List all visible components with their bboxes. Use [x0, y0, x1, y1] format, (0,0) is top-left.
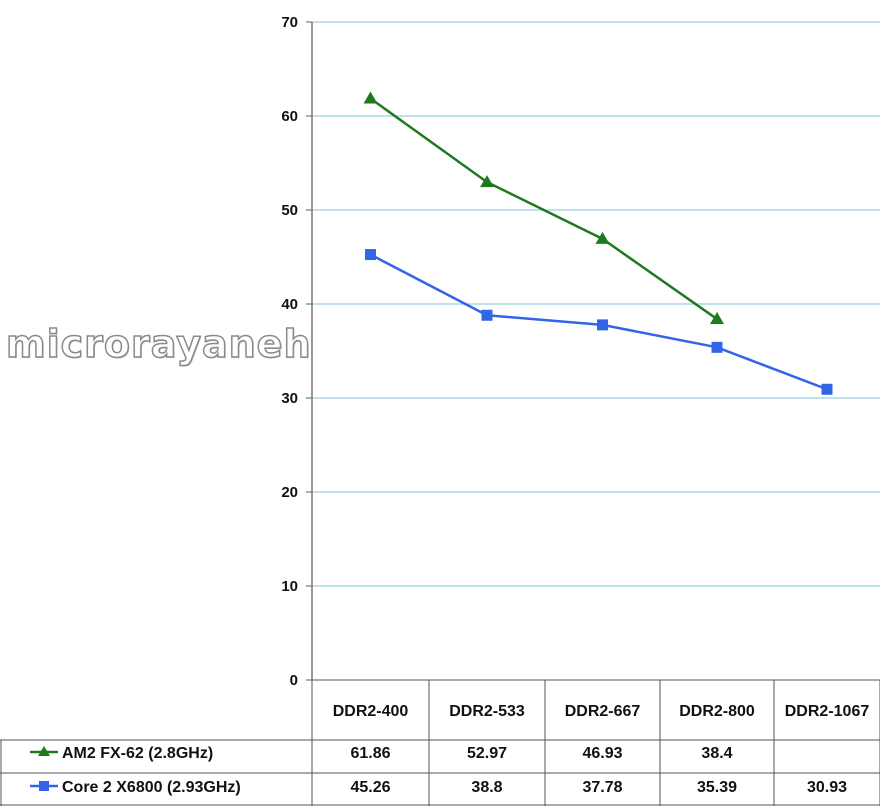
legend-label: AM2 FX-62 (2.8GHz)	[62, 745, 213, 762]
legend-marker	[38, 746, 50, 756]
data-point	[710, 312, 724, 325]
series-0	[363, 91, 724, 325]
y-tick-label: 40	[281, 296, 298, 313]
y-tick-label: 30	[281, 390, 298, 407]
table-cell: 46.93	[582, 745, 622, 762]
category-label: DDR2-400	[333, 703, 409, 720]
data-table: DDR2-400 DDR2-533 DDR2-667 DDR2-800 DDR2-106…	[0, 679, 880, 806]
series-line	[369, 97, 718, 321]
series-1	[365, 249, 833, 395]
y-tick-label: 0	[290, 672, 298, 689]
data-point	[821, 383, 833, 395]
watermark: microrayaneh	[5, 321, 312, 367]
legend-marker	[39, 781, 49, 791]
data-point	[365, 249, 376, 261]
data-point	[595, 231, 610, 244]
table-cell: 61.86	[350, 745, 390, 762]
y-axis-ticks: 0 10 20 30 40 50 60 70	[281, 14, 312, 689]
table-cell: 38.4	[701, 745, 732, 762]
category-label: DDR2-533	[449, 703, 525, 720]
category-label: DDR2-667	[565, 703, 641, 720]
gridlines	[312, 21, 880, 587]
category-label: DDR2-800	[679, 703, 755, 720]
y-tick-label: 60	[281, 108, 298, 125]
legend-label: Core 2 X6800 (2.93GHz)	[62, 779, 241, 796]
data-point	[711, 341, 723, 353]
table-cell: 45.26	[350, 779, 390, 796]
series-layer	[363, 91, 833, 395]
y-tick-label: 10	[281, 578, 298, 595]
y-tick-label: 70	[281, 14, 298, 31]
data-point	[597, 319, 608, 331]
table-cell: 38.8	[471, 779, 502, 796]
y-tick-label: 50	[281, 202, 298, 219]
data-point	[481, 309, 493, 321]
data-point	[363, 91, 378, 104]
table-cell: 52.97	[467, 745, 507, 762]
table-cell: 35.39	[697, 779, 737, 796]
table-cell: 37.78	[582, 779, 622, 796]
y-tick-label: 20	[281, 484, 298, 501]
data-point	[480, 175, 494, 188]
table-cell: 30.93	[807, 779, 847, 796]
category-label: DDR2-1067	[785, 703, 870, 720]
